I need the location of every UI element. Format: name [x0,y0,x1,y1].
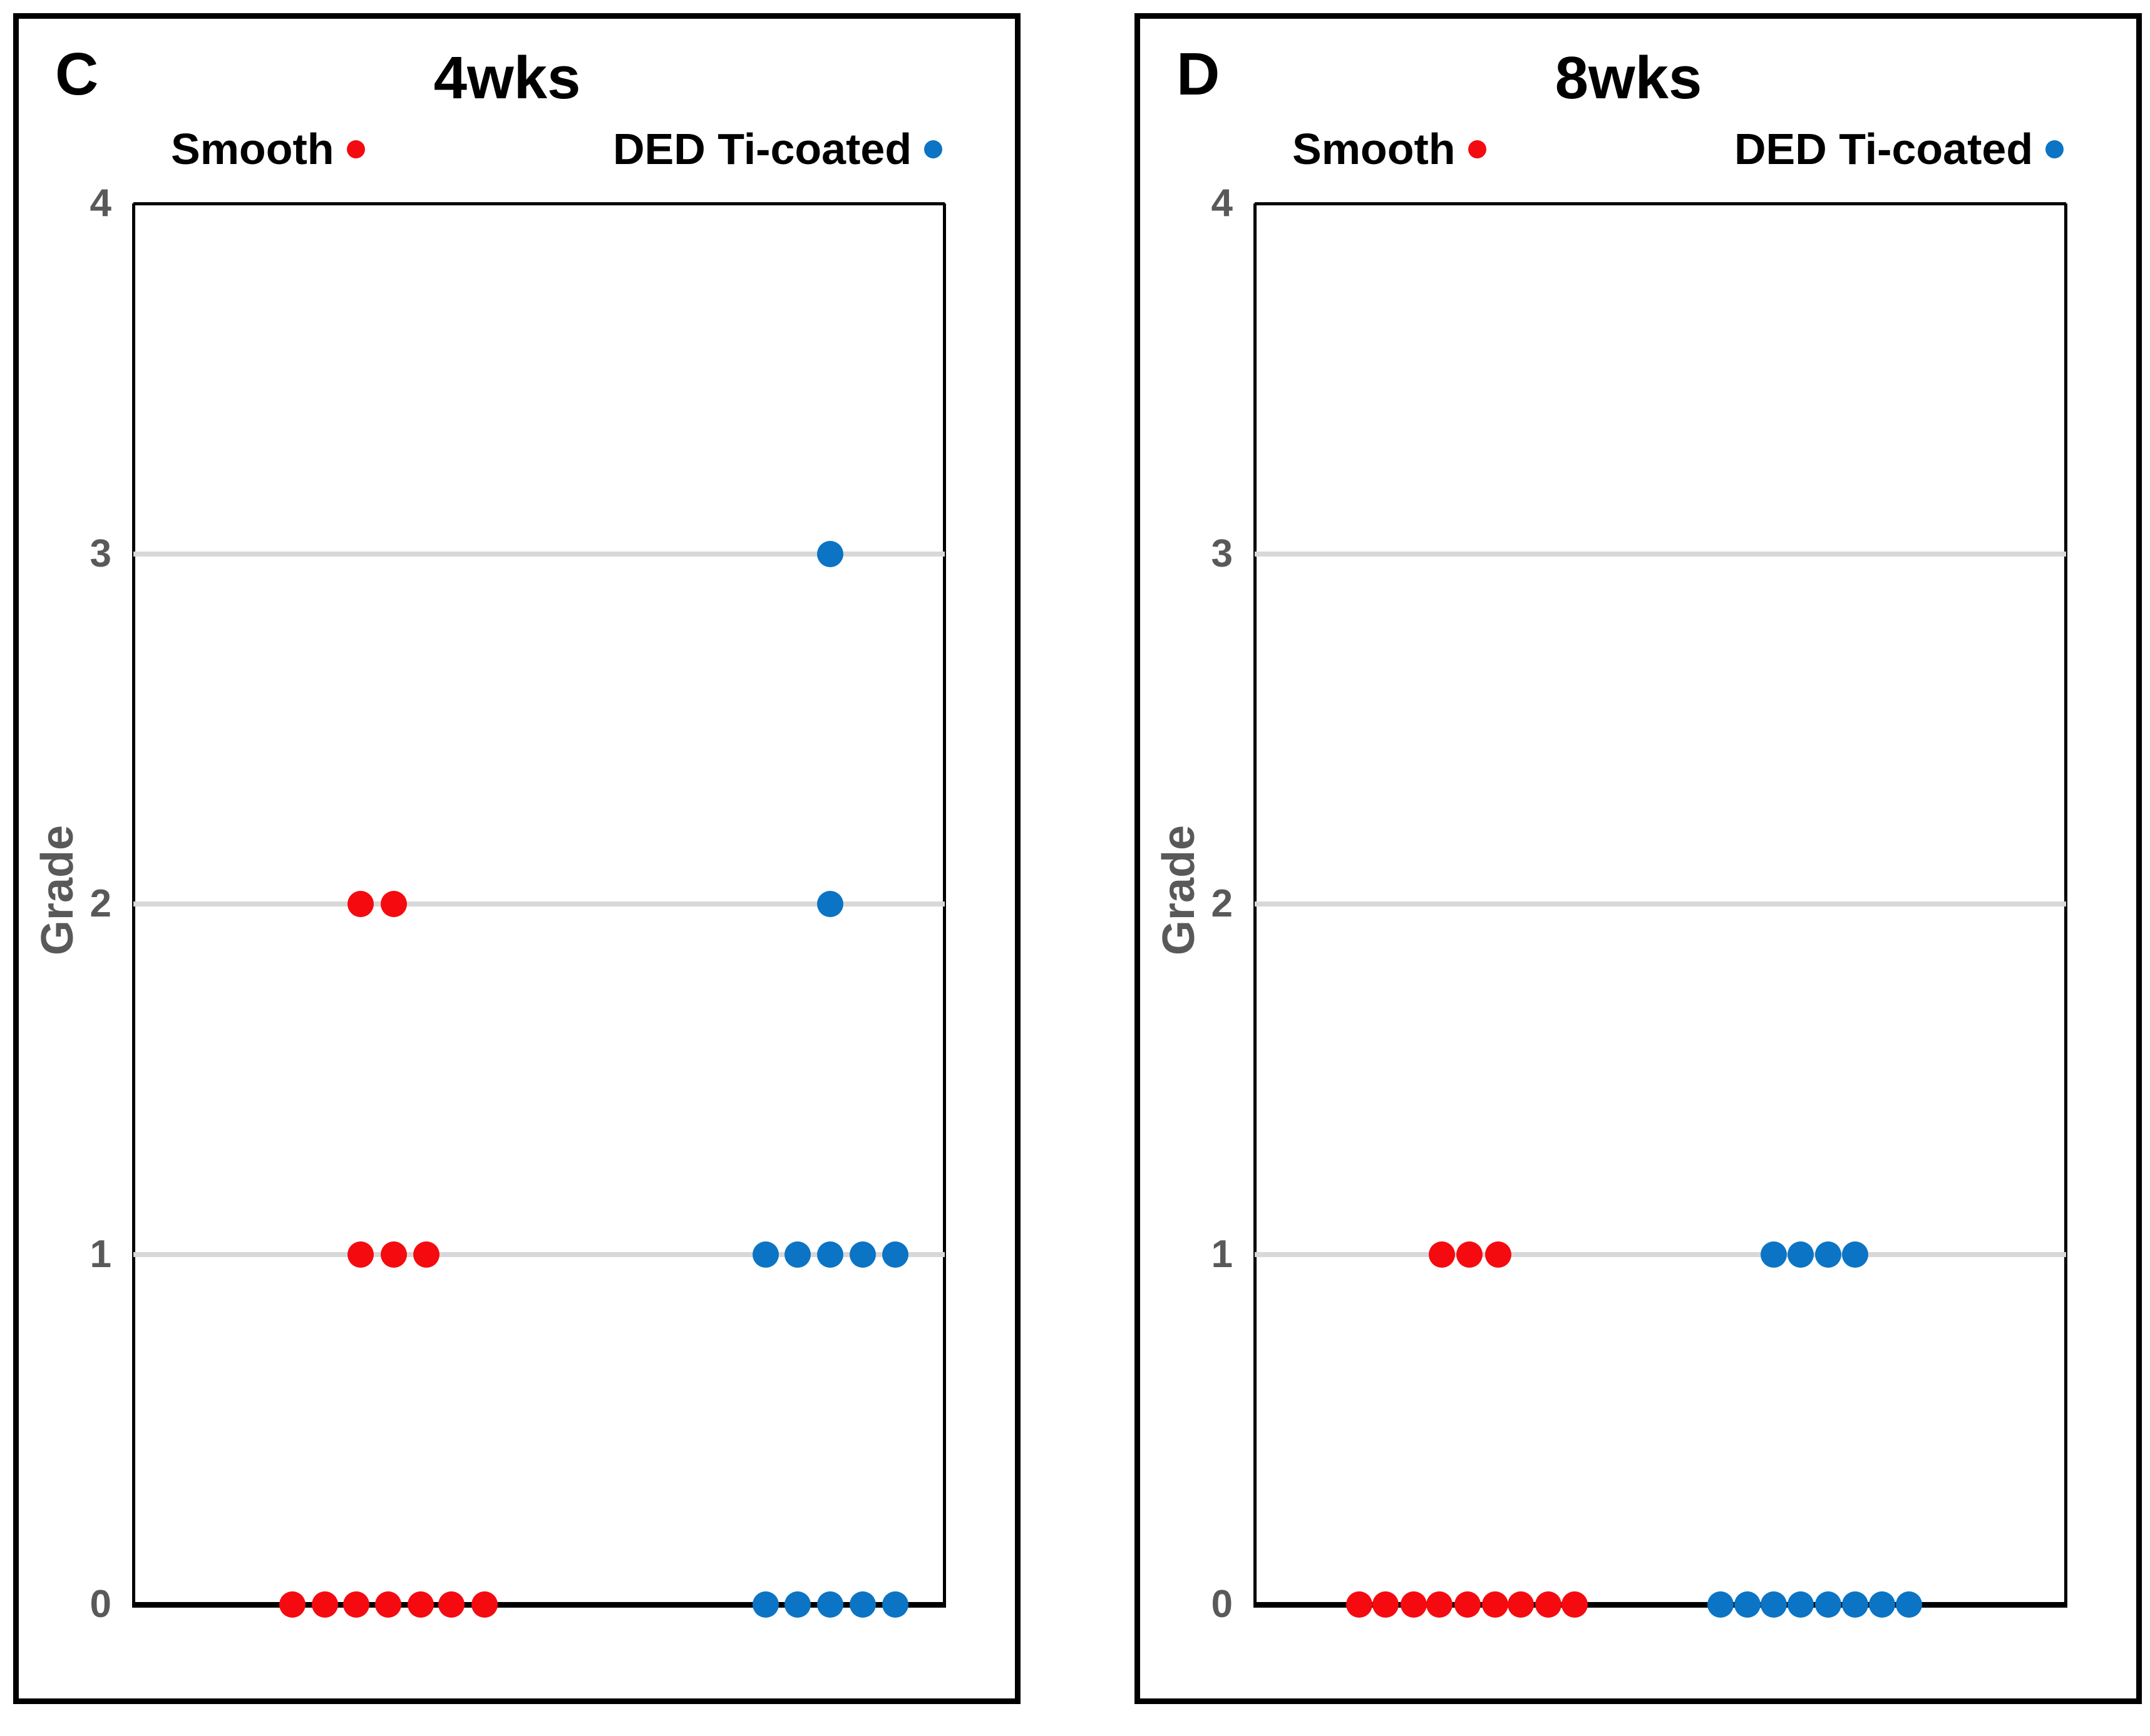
gridline-grade-1 [1255,1251,2066,1257]
data-point-ded-ti-coated-grade-1 [1787,1241,1814,1268]
y-tick-3: 3 [90,532,111,575]
y-tick-1: 1 [90,1232,111,1276]
data-point-ded-ti-coated-grade-3 [817,540,844,567]
data-point-ded-ti-coated-grade-0 [1895,1591,1922,1618]
data-point-ded-ti-coated-grade-1 [882,1241,908,1268]
legend-label-smooth: Smooth [171,125,334,173]
legend-label-smooth: Smooth [1292,125,1456,173]
data-point-smooth-grade-0 [343,1591,370,1618]
y-tick-2: 2 [90,882,111,925]
data-point-ded-ti-coated-grade-0 [1761,1591,1787,1618]
y-tick-1: 1 [1211,1232,1233,1276]
data-point-smooth-grade-1 [1429,1241,1456,1268]
data-point-ded-ti-coated-grade-1 [817,1241,844,1268]
data-point-ded-ti-coated-grade-0 [850,1591,877,1618]
gridline-grade-3 [133,551,945,557]
panel-letter-d: D [1176,41,1220,108]
data-point-smooth-grade-0 [438,1591,465,1618]
y-tick-4: 4 [90,182,111,225]
data-point-ded-ti-coated-grade-1 [1842,1241,1869,1268]
data-point-smooth-grade-0 [1346,1591,1373,1618]
chart-title-8wks: 8wks [1555,44,1702,111]
data-point-smooth-grade-0 [1454,1591,1481,1618]
legend-item-ded-ti-coated: DED Ti-coated [1734,124,2064,174]
gridline-grade-3 [1255,551,2066,557]
red-dot-icon [1468,140,1486,158]
legend-label-ded-ti-coated: DED Ti-coated [613,125,912,173]
data-point-ded-ti-coated-grade-0 [1868,1591,1895,1618]
blue-dot-icon [924,140,943,158]
data-point-smooth-grade-0 [1481,1591,1508,1618]
data-point-smooth-grade-2 [381,891,408,917]
data-point-ded-ti-coated-grade-0 [817,1591,844,1618]
panel-letter-c: C [55,41,99,108]
data-point-ded-ti-coated-grade-2 [817,891,844,917]
legend-item-smooth: Smooth [1292,124,1486,174]
data-point-ded-ti-coated-grade-0 [1842,1591,1869,1618]
data-point-smooth-grade-0 [374,1591,401,1618]
plot-border-top [1255,202,2066,205]
data-point-smooth-grade-1 [381,1241,408,1268]
data-point-ded-ti-coated-grade-0 [752,1591,779,1618]
gridline-grade-1 [133,1251,945,1257]
plot-area [1253,202,2067,1618]
data-point-smooth-grade-0 [407,1591,434,1618]
data-point-ded-ti-coated-grade-1 [850,1241,877,1268]
data-point-ded-ti-coated-grade-0 [1815,1591,1842,1618]
data-point-smooth-grade-0 [1401,1591,1427,1618]
data-point-ded-ti-coated-grade-0 [1707,1591,1734,1618]
data-point-smooth-grade-0 [279,1591,306,1618]
data-point-smooth-grade-0 [1561,1591,1588,1618]
data-point-smooth-grade-0 [1372,1591,1399,1618]
data-point-smooth-grade-0 [311,1591,338,1618]
data-point-smooth-grade-1 [347,1241,374,1268]
data-point-smooth-grade-2 [347,891,374,917]
plot-border-top [133,202,945,205]
data-point-ded-ti-coated-grade-1 [1761,1241,1787,1268]
y-tick-0: 0 [90,1583,111,1626]
legend-label-ded-ti-coated: DED Ti-coated [1734,125,2034,173]
legend-item-ded-ti-coated: DED Ti-coated [613,124,943,174]
data-point-ded-ti-coated-grade-1 [752,1241,779,1268]
data-point-ded-ti-coated-grade-0 [1787,1591,1814,1618]
data-point-ded-ti-coated-grade-0 [1734,1591,1761,1618]
chart-title-4wks: 4wks [433,44,581,111]
y-tick-3: 3 [1211,532,1233,575]
blue-dot-icon [2045,140,2064,158]
data-point-ded-ti-coated-grade-1 [784,1241,811,1268]
y-tick-0: 0 [1211,1583,1233,1626]
data-point-ded-ti-coated-grade-0 [882,1591,908,1618]
x-axis-line [1253,1602,2067,1608]
data-point-smooth-grade-0 [1426,1591,1453,1618]
data-point-smooth-grade-0 [471,1591,498,1618]
red-dot-icon [346,140,365,158]
y-tick-4: 4 [1211,182,1233,225]
legend-item-smooth: Smooth [171,124,365,174]
data-point-smooth-grade-1 [1484,1241,1511,1268]
data-point-smooth-grade-0 [1508,1591,1535,1618]
data-point-ded-ti-coated-grade-1 [1815,1241,1842,1268]
y-tick-2: 2 [1211,882,1233,925]
gridline-grade-2 [1255,901,2066,907]
x-axis-line [132,1602,946,1608]
plot-area [132,202,946,1618]
data-point-smooth-grade-1 [413,1241,440,1268]
data-point-smooth-grade-1 [1456,1241,1483,1268]
gridline-grade-2 [133,901,945,907]
data-point-smooth-grade-0 [1535,1591,1562,1618]
data-point-ded-ti-coated-grade-0 [784,1591,811,1618]
